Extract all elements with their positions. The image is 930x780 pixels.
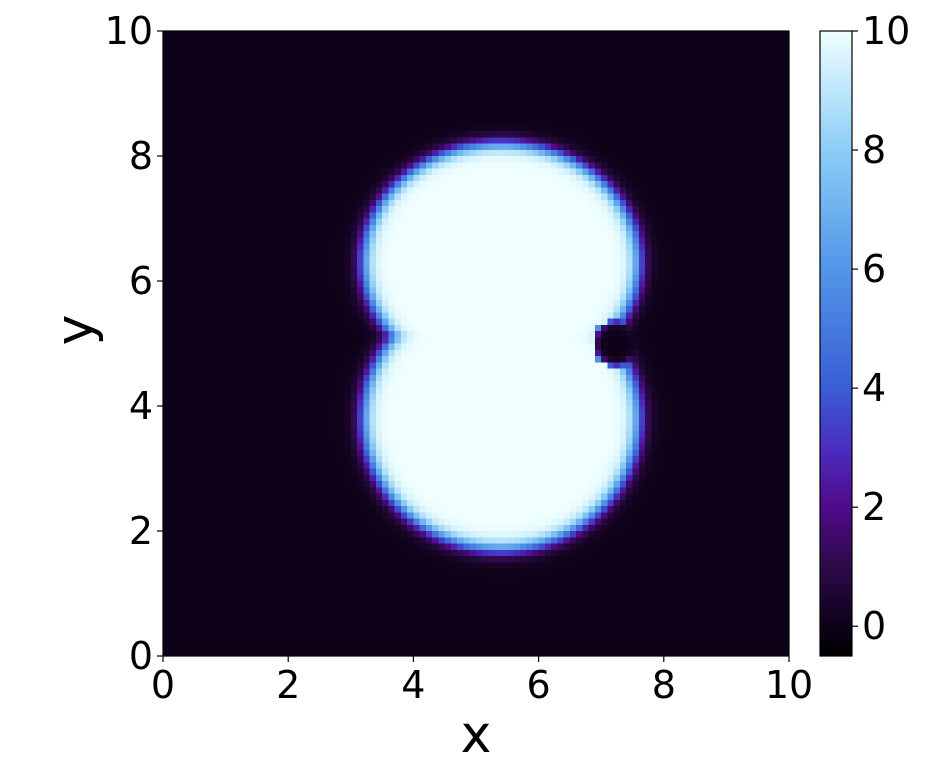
x-tick-label: 10 <box>765 663 813 707</box>
x-axis-ticks: 0 2 4 6 8 10 <box>151 656 813 707</box>
colorbar-tick-label: 4 <box>862 366 886 410</box>
colorbar-ticks: 0 2 4 6 8 10 <box>852 9 910 648</box>
y-axis-ticks: 0 2 4 6 8 10 <box>105 9 163 678</box>
y-tick-label: 8 <box>129 134 153 178</box>
y-tick-label: 10 <box>105 9 153 53</box>
y-tick-label: 4 <box>129 384 153 428</box>
y-tick-label: 6 <box>129 259 153 303</box>
y-axis-label: y <box>45 315 105 346</box>
colorbar-tick-label: 2 <box>862 485 886 529</box>
y-tick-label: 0 <box>129 634 153 678</box>
colorbar-tick-label: 0 <box>862 604 886 648</box>
colorbar-tick-label: 6 <box>862 247 886 291</box>
plot-border <box>162 30 790 657</box>
colorbar-tick-label: 10 <box>862 9 910 53</box>
x-tick-label: 6 <box>527 663 551 707</box>
y-tick-label: 2 <box>129 509 153 553</box>
x-tick-label: 0 <box>151 663 175 707</box>
x-tick-label: 2 <box>276 663 300 707</box>
x-tick-label: 8 <box>652 663 676 707</box>
x-axis-label: x <box>461 705 492 765</box>
colorbar-tick-label: 8 <box>862 128 886 172</box>
axes-frame <box>162 30 790 657</box>
colorbar-gradient <box>820 31 852 656</box>
x-tick-label: 4 <box>401 663 425 707</box>
colorbar-border <box>819 30 853 657</box>
heatmap-plot-area <box>163 31 789 656</box>
colorbar-frame <box>819 30 853 657</box>
